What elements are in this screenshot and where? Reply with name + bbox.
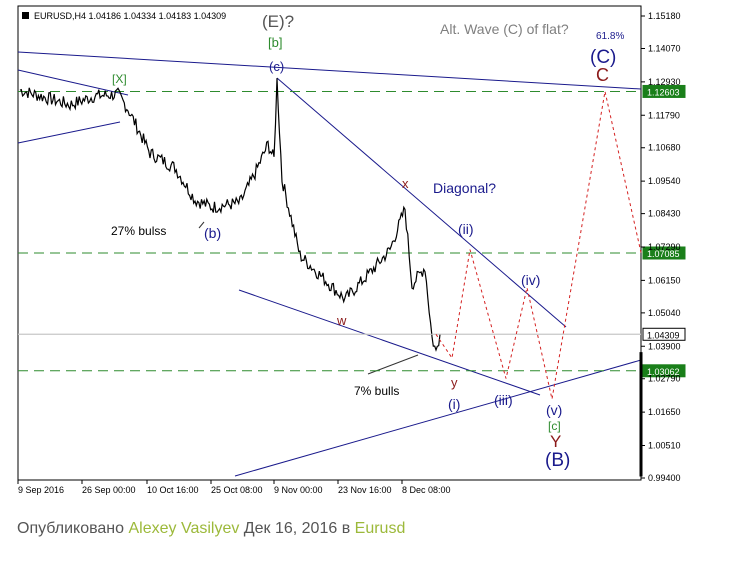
wave-label-12: (v) [546,402,562,418]
y-tick-label: 1.07290 [648,242,681,252]
projection-line [435,91,642,400]
price-line [19,78,441,352]
trendline-5 [234,359,642,477]
x-tick-label: 25 Oct 08:00 [211,485,263,495]
price-level-box [642,246,686,260]
chart-title: EURUSD,H4 1.04186 1.04334 1.04183 1.0430… [34,11,226,21]
trendline-1 [17,69,129,96]
x-tick-label: 23 Nov 16:00 [338,485,392,495]
wave-label-6: w [336,313,347,328]
wave-label-4: (b) [204,225,221,241]
footer-prefix: Опубликовано [17,520,129,537]
y-tick-label: 0.99400 [648,473,681,483]
x-tick-label: 8 Dec 08:00 [402,485,451,495]
y-tick-label: 1.08430 [648,209,681,219]
footer-date: Дек 16, 2016 в [239,520,355,537]
plot-area [17,5,642,481]
wave-label-8: (i) [448,396,460,412]
symbol-link[interactable]: Eurusd [354,520,406,537]
wave-label-3: [X] [112,72,127,86]
wave-label-7: y [451,375,458,390]
y-tick-label: 1.11790 [648,110,680,120]
price-level-label: 1.04309 [647,330,680,340]
trendline-4 [238,289,541,396]
trendline-3 [276,77,567,328]
trendline-2 [17,121,121,144]
price-chart: 1.12603 1.07085 1.04309 1.03062 (E)? [b] (c) [… [17,5,686,495]
y-tick-label: 1.05040 [648,308,681,318]
wave-label-18: 61.8% [596,31,624,42]
price-level-box [642,84,686,98]
wave-label-1: [b] [268,35,282,50]
price-level-label: 1.07085 [647,249,680,259]
wave-label-19: 27% bulss [111,224,166,238]
wave-label-13: [c] [548,419,561,433]
wave-label-0: (E)? [262,12,294,31]
wave-label-5: x [402,176,409,191]
y-tick-label: 1.12930 [648,77,681,87]
x-tick-label: 9 Nov 00:00 [274,485,323,495]
wave-label-10: (iii) [494,392,513,408]
price-series [18,78,643,477]
wave-label-21: Diagonal? [433,180,496,196]
trendline-0 [17,51,642,90]
price-level-box [642,364,686,378]
author-link[interactable]: Alexey Vasilyev [128,520,240,537]
symbol-marker [22,12,29,19]
projection-path [435,91,642,400]
y-tick-label: 1.14070 [648,43,681,53]
wave-label-15: (B) [545,450,570,471]
y-tick-label: 1.00510 [648,441,681,451]
y-tick-label: 1.03900 [648,341,681,351]
wave-label-16: C [596,65,609,85]
price-level-box [642,327,686,341]
wave-label-2: (c) [269,59,284,74]
publication-footer: Опубликовано Alexey Vasilyev Дек 16, 201… [17,520,405,538]
y-axis: 1.15180 1.14070 1.12930 1.11790 1.10680 1.095… [641,11,681,483]
y-tick-label: 1.06150 [648,275,681,285]
x-tick-label: 26 Sep 00:00 [82,485,136,495]
x-tick-label: 9 Sep 2016 [18,485,64,495]
chart-subtitle: Alt. Wave (C) of flat? [440,21,569,37]
wave-label-17: (C) [590,47,616,68]
x-axis: 9 Sep 2016 26 Sep 00:00 10 Oct 16:00 25 Oct… [17,480,451,495]
price-level-label: 1.12603 [647,87,680,97]
price-level-label: 1.03062 [647,367,680,377]
y-tick-label: 1.09540 [648,176,681,186]
y-tick-label: 1.10680 [648,143,681,153]
y-tick-label: 1.02790 [648,374,681,384]
wave-label-9: (ii) [458,221,474,237]
wave-labels: (E)? [b] (c) [X] (b) x w y (i) (ii) (iii) (iv) (v)[c… [111,12,624,471]
x-tick-label: 10 Oct 16:00 [147,485,199,495]
label-pointer [198,221,205,229]
y-tick-label: 1.15180 [648,11,681,21]
wave-label-20: 7% bulls [354,384,399,398]
wave-label-14: Y [550,432,561,451]
trendlines [17,51,642,477]
y-tick-label: 1.01650 [648,407,681,417]
wave-label-11: (iv) [521,272,540,288]
